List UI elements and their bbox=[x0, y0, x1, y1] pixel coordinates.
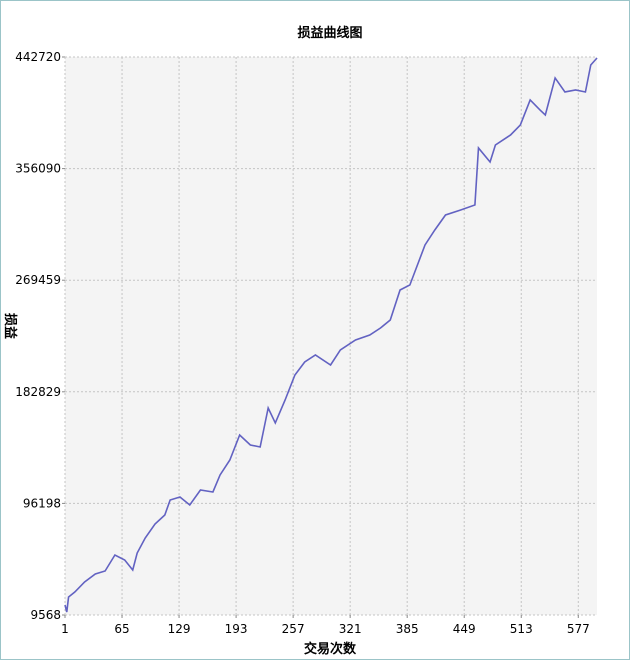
x-tick-label: 577 bbox=[567, 622, 590, 636]
x-tick-label: 513 bbox=[510, 622, 533, 636]
x-tick-label: 449 bbox=[453, 622, 476, 636]
x-tick-label: 193 bbox=[225, 622, 248, 636]
y-axis-label: 损益 bbox=[2, 313, 18, 339]
y-tick-label: 182829 bbox=[15, 385, 61, 399]
x-tick-label: 257 bbox=[282, 622, 305, 636]
x-tick-label: 129 bbox=[168, 622, 191, 636]
chart-title: 损益曲线图 bbox=[297, 25, 362, 41]
x-tick-label: 65 bbox=[114, 622, 129, 636]
x-tick-label: 385 bbox=[396, 622, 419, 636]
plot-area bbox=[65, 57, 597, 615]
y-tick-label: 356090 bbox=[15, 162, 61, 176]
x-tick-label: 321 bbox=[339, 622, 362, 636]
x-axis-label: 交易次数 bbox=[304, 641, 357, 657]
y-tick-label: 442720 bbox=[15, 50, 61, 64]
data-line bbox=[64, 57, 598, 613]
y-tick-label: 269459 bbox=[15, 273, 61, 287]
y-tick-label: 96198 bbox=[23, 496, 61, 510]
x-tick-label: 1 bbox=[61, 622, 69, 636]
y-tick-label: 9568 bbox=[30, 608, 61, 622]
